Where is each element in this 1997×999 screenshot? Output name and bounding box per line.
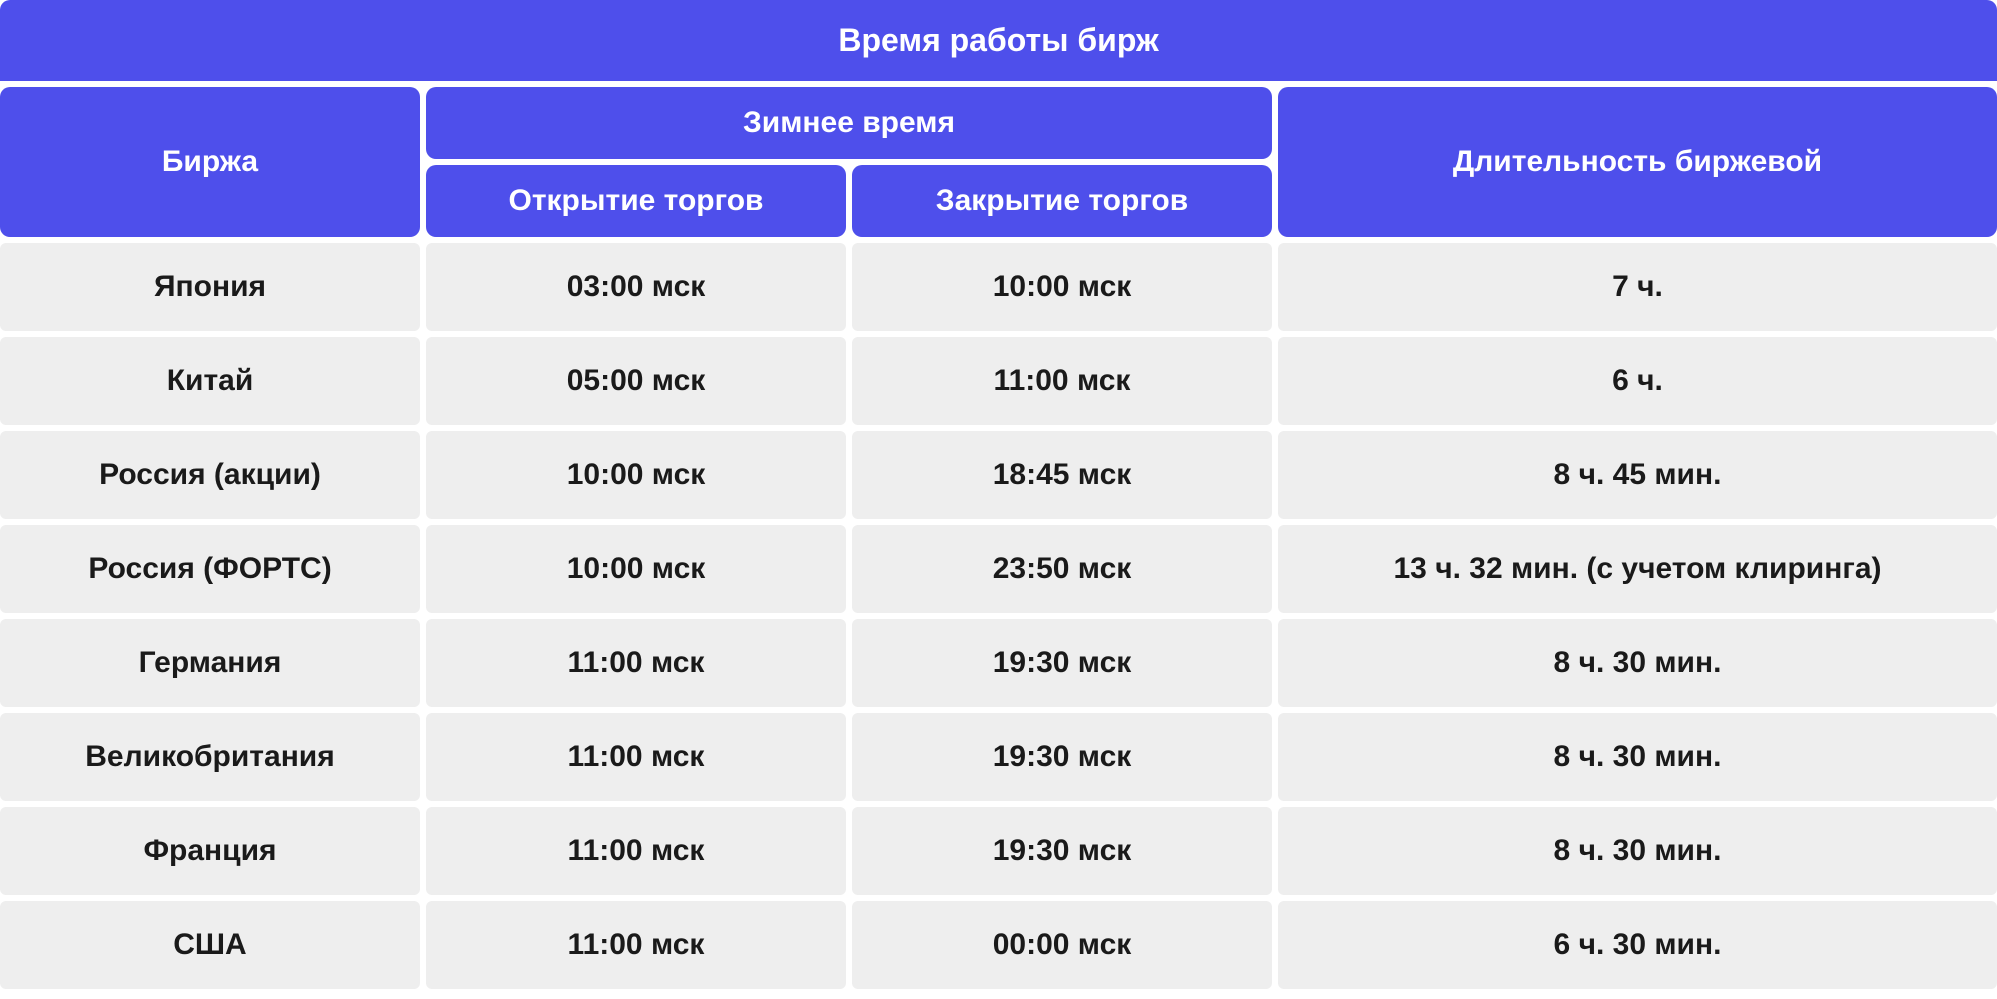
cell-close: 18:45 мск bbox=[852, 431, 1272, 519]
table-row: Германия 11:00 мск 19:30 мск 8 ч. 30 мин… bbox=[0, 619, 1997, 707]
cell-close: 00:00 мск bbox=[852, 901, 1272, 989]
cell-exchange: Германия bbox=[0, 619, 420, 707]
cell-open: 11:00 мск bbox=[426, 807, 846, 895]
table-row: Россия (акции) 10:00 мск 18:45 мск 8 ч. … bbox=[0, 431, 1997, 519]
cell-open: 05:00 мск bbox=[426, 337, 846, 425]
col-header-exchange: Биржа bbox=[0, 87, 420, 237]
cell-exchange: Великобритания bbox=[0, 713, 420, 801]
cell-open: 11:00 мск bbox=[426, 713, 846, 801]
table-body: Япония 03:00 мск 10:00 мск 7 ч. Китай 05… bbox=[0, 243, 1997, 989]
table-row: Россия (ФОРТС) 10:00 мск 23:50 мск 13 ч.… bbox=[0, 525, 1997, 613]
exchange-hours-table: Время работы бирж Биржа Зимнее время Отк… bbox=[0, 0, 1997, 989]
col-header-close: Закрытие торгов bbox=[852, 165, 1272, 237]
cell-exchange: США bbox=[0, 901, 420, 989]
table-title: Время работы бирж bbox=[0, 0, 1997, 81]
cell-duration: 7 ч. bbox=[1278, 243, 1997, 331]
cell-close: 19:30 мск bbox=[852, 807, 1272, 895]
col-header-duration: Длительность биржевой bbox=[1278, 87, 1997, 237]
table-row: Великобритания 11:00 мск 19:30 мск 8 ч. … bbox=[0, 713, 1997, 801]
cell-duration: 8 ч. 30 мин. bbox=[1278, 713, 1997, 801]
cell-exchange: Япония bbox=[0, 243, 420, 331]
table-header: Биржа Зимнее время Открытие торгов Закры… bbox=[0, 87, 1997, 237]
cell-open: 10:00 мск bbox=[426, 431, 846, 519]
cell-close: 23:50 мск bbox=[852, 525, 1272, 613]
table-row: Япония 03:00 мск 10:00 мск 7 ч. bbox=[0, 243, 1997, 331]
cell-duration: 13 ч. 32 мин. (с учетом клиринга) bbox=[1278, 525, 1997, 613]
col-header-open: Открытие торгов bbox=[426, 165, 846, 237]
cell-close: 10:00 мск bbox=[852, 243, 1272, 331]
cell-exchange: Россия (акции) bbox=[0, 431, 420, 519]
cell-open: 03:00 мск bbox=[426, 243, 846, 331]
cell-close: 19:30 мск bbox=[852, 713, 1272, 801]
cell-duration: 6 ч. bbox=[1278, 337, 1997, 425]
cell-close: 19:30 мск bbox=[852, 619, 1272, 707]
cell-duration: 6 ч. 30 мин. bbox=[1278, 901, 1997, 989]
table-row: Китай 05:00 мск 11:00 мск 6 ч. bbox=[0, 337, 1997, 425]
cell-open: 10:00 мск bbox=[426, 525, 846, 613]
cell-duration: 8 ч. 30 мин. bbox=[1278, 619, 1997, 707]
table-row: США 11:00 мск 00:00 мск 6 ч. 30 мин. bbox=[0, 901, 1997, 989]
cell-exchange: Франция bbox=[0, 807, 420, 895]
table-row: Франция 11:00 мск 19:30 мск 8 ч. 30 мин. bbox=[0, 807, 1997, 895]
cell-open: 11:00 мск bbox=[426, 619, 846, 707]
col-header-winter-group: Зимнее время bbox=[426, 87, 1272, 159]
cell-duration: 8 ч. 45 мин. bbox=[1278, 431, 1997, 519]
cell-exchange: Китай bbox=[0, 337, 420, 425]
cell-open: 11:00 мск bbox=[426, 901, 846, 989]
cell-exchange: Россия (ФОРТС) bbox=[0, 525, 420, 613]
cell-duration: 8 ч. 30 мин. bbox=[1278, 807, 1997, 895]
cell-close: 11:00 мск bbox=[852, 337, 1272, 425]
